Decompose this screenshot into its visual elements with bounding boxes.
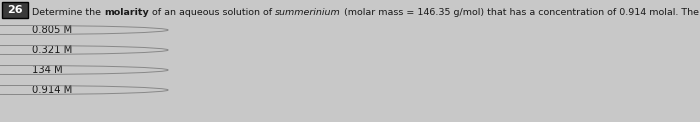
Text: 0.914 M: 0.914 M: [32, 85, 72, 95]
Text: (molar mass = 146.35 g/mol) that has a concentration of 0.914 molal. The density: (molar mass = 146.35 g/mol) that has a c…: [341, 8, 700, 17]
Text: 0.321 M: 0.321 M: [32, 45, 72, 55]
Text: of an aqueous solution of: of an aqueous solution of: [148, 8, 275, 17]
Text: summerinium: summerinium: [275, 8, 341, 17]
Text: molarity: molarity: [104, 8, 149, 17]
Text: 0.805 M: 0.805 M: [32, 25, 72, 35]
Text: Determine the: Determine the: [32, 8, 104, 17]
Text: 134 M: 134 M: [32, 65, 62, 75]
FancyBboxPatch shape: [2, 2, 28, 18]
Text: 26: 26: [7, 5, 23, 15]
